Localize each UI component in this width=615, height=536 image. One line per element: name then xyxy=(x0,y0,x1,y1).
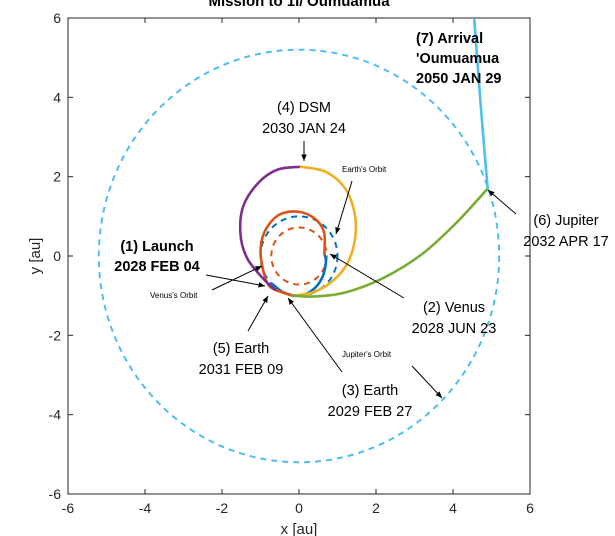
y-tick-label: -2 xyxy=(49,327,62,343)
y-tick-label: 0 xyxy=(53,248,61,264)
jupiter-orbit-arrow xyxy=(411,365,443,399)
jupiter-orbit xyxy=(97,48,501,464)
y-tick-label: 6 xyxy=(53,10,61,26)
arrow-earth2-head xyxy=(262,296,268,303)
earth-orbit-label: Earth's Orbit xyxy=(342,165,387,174)
annotation-jupiter: 2032 APR 17 xyxy=(523,234,608,250)
leg-jupiter-to-arrival xyxy=(472,18,489,190)
annotation-launch: (1) Launch xyxy=(120,239,193,255)
annotation-launch: 2028 FEB 04 xyxy=(114,259,199,275)
x-tick-label: 6 xyxy=(526,500,534,516)
venus-orbit-label: Venus's Orbit xyxy=(150,291,198,300)
x-tick-label: 4 xyxy=(449,500,457,516)
arrow-dsm-head xyxy=(301,154,307,161)
jupiter-orbit-arrow-head xyxy=(435,391,442,398)
y-tick-label: -6 xyxy=(49,486,62,502)
x-tick-label: -2 xyxy=(216,500,229,516)
arrow-jupiter-head xyxy=(488,190,495,197)
y-tick-label: -4 xyxy=(49,407,62,423)
annotation-dsm: (4) DSM xyxy=(277,100,331,116)
y-tick-label: 2 xyxy=(53,169,61,185)
annotation-arrival: (7) Arrival xyxy=(416,31,483,47)
earth-orbit-arrow xyxy=(335,180,353,235)
arrow-launch-head xyxy=(258,282,265,288)
x-tick-label: 2 xyxy=(372,500,380,516)
annotation-earth2: (5) Earth xyxy=(213,341,269,357)
leg-dsm-to-earth xyxy=(290,165,358,297)
annotation-earth2: 2031 FEB 09 xyxy=(199,362,284,378)
venus-orbit-arrow xyxy=(211,265,263,291)
annotation-jupiter: (6) Jupiter xyxy=(533,213,598,229)
arrow-venus-head xyxy=(330,254,337,260)
earth-orbit-arrow-head xyxy=(335,227,341,234)
arrow-launch xyxy=(205,274,266,287)
annotation-arrival: 'Oumuamua xyxy=(416,51,500,67)
plot-area xyxy=(67,17,531,495)
annotation-earth1: (3) Earth xyxy=(342,383,398,399)
annotation-earth1: 2029 FEB 27 xyxy=(328,404,413,420)
jupiter-orbit-label: Jupiter's Orbit xyxy=(342,350,392,359)
x-tick-label: -6 xyxy=(62,500,75,516)
arrow-earth1 xyxy=(287,297,343,373)
arrow-earth1-head xyxy=(288,298,295,305)
arrow-venus xyxy=(329,253,405,299)
x-axis-label: x [au] xyxy=(281,521,318,536)
x-tick-label: 0 xyxy=(295,500,303,516)
annotation-arrival: 2050 JAN 29 xyxy=(416,71,501,87)
y-axis-label: y [au] xyxy=(27,238,44,275)
chart-title: Mission to 1I/'Oumuamua xyxy=(208,0,390,10)
x-tick-label: -4 xyxy=(139,500,152,516)
annotation-dsm: 2030 JAN 24 xyxy=(262,121,346,137)
venus-orbit-arrow-head xyxy=(255,266,262,272)
y-tick-label: 4 xyxy=(53,89,61,105)
venus-orbit xyxy=(270,226,328,286)
arrow-earth2 xyxy=(247,295,269,332)
leg-earth-to-jupiter xyxy=(290,187,489,298)
leg-earth-to-dsm xyxy=(238,165,303,292)
annotation-venus: (2) Venus xyxy=(423,300,485,316)
annotation-venus: 2028 JUN 23 xyxy=(412,321,497,337)
